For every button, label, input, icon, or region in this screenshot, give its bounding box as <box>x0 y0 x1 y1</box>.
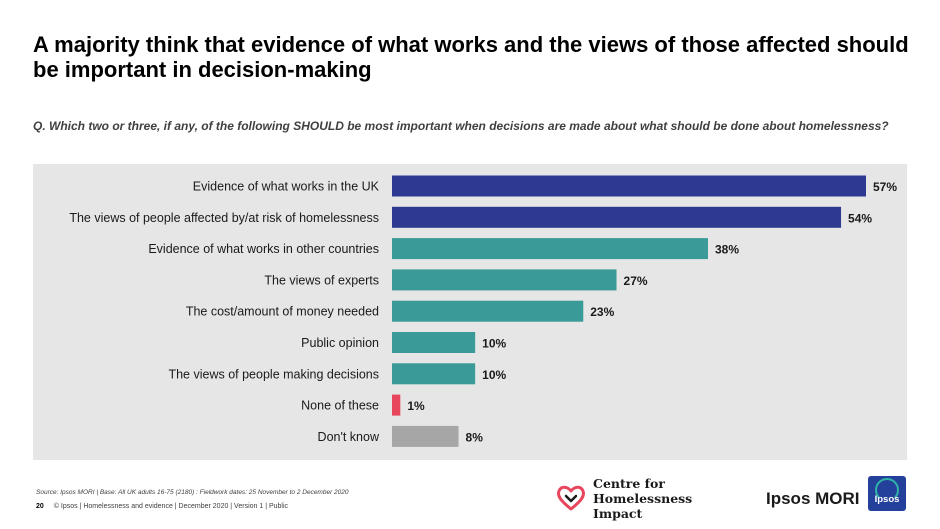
category-label: The cost/amount of money needed <box>186 305 379 319</box>
value-label: 10% <box>482 368 506 382</box>
source-note: Source: Ipsos MORI | Base: All UK adults… <box>36 489 349 496</box>
category-label: Public opinion <box>301 336 379 350</box>
bar <box>392 175 866 197</box>
page-title: A majority think that evidence of what w… <box>33 32 909 82</box>
category-label: The views of experts <box>264 273 379 287</box>
chi-line2: Homelessness Impact <box>593 490 693 521</box>
bar <box>392 206 842 228</box>
value-label: 57% <box>873 180 897 194</box>
category-label: Evidence of what works in the UK <box>193 180 380 194</box>
category-label: None of these <box>301 399 379 413</box>
value-label: 1% <box>407 399 425 413</box>
bar <box>392 269 617 291</box>
ipsos-mori-logo-text: Ipsos MORI <box>766 489 860 508</box>
category-label: Don't know <box>318 430 380 444</box>
chi-line1: Centre for <box>593 475 665 491</box>
footer-info: © Ipsos | Homelessness and evidence | De… <box>53 503 289 510</box>
ipsos-badge-logo: Ipsos <box>868 476 906 511</box>
ipsos-arc-icon <box>875 478 899 502</box>
value-label: 38% <box>715 243 739 257</box>
category-label: Evidence of what works in other countrie… <box>148 242 379 256</box>
value-label: 27% <box>624 274 648 288</box>
value-label: 54% <box>848 211 872 225</box>
ipsos-badge-text: Ipsos <box>874 494 900 505</box>
page-number: 20 <box>36 503 44 510</box>
heart-icon <box>557 485 585 511</box>
value-label: 10% <box>482 337 506 351</box>
category-label: The views of people affected by/at risk … <box>69 211 379 225</box>
page-footer: 20 © Ipsos | Homelessness and evidence | … <box>36 503 288 510</box>
bar <box>392 332 476 353</box>
survey-question: Q. Which two or three, if any, of the fo… <box>33 119 889 133</box>
chi-logo: Centre for Homelessness Impact <box>555 476 740 521</box>
category-label: The views of people making decisions <box>168 367 379 381</box>
bar <box>392 425 459 447</box>
bar <box>392 394 401 416</box>
chart-panel: Evidence of what works in the UK 57% The v… <box>33 164 907 460</box>
bar <box>392 238 708 260</box>
bar-chart: Evidence of what works in the UK 57% The v… <box>69 175 897 447</box>
chi-logo-text: Centre for Homelessness Impact <box>593 476 740 521</box>
value-label: 8% <box>466 430 484 444</box>
bar <box>392 363 476 385</box>
bar <box>392 300 584 322</box>
value-label: 23% <box>590 305 614 319</box>
